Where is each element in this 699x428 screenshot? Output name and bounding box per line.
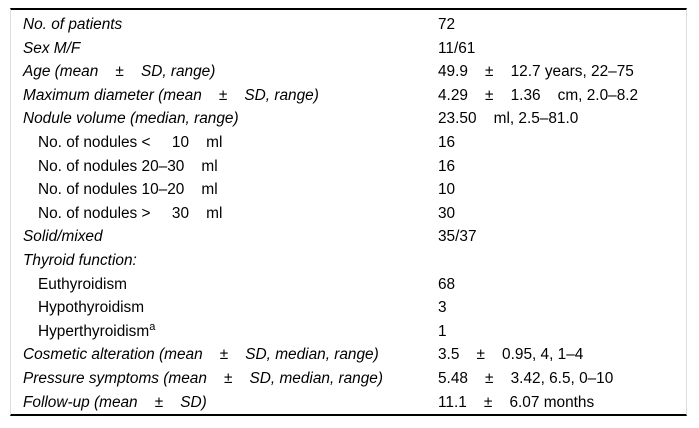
table-row: Solid/mixed 35/37 <box>11 225 686 249</box>
table-row: No. of nodules < 10 ml 16 <box>11 131 686 155</box>
row-label: No. of patients <box>23 16 123 33</box>
table-row: Hypothyroidism 3 <box>11 296 686 320</box>
row-value: 3.5 ± 0.95, 4, 1–4 <box>438 346 584 364</box>
row-label: Nodule volume (median, range) <box>23 110 239 128</box>
row-value: 49.9 ± 12.7 years, 22–75 <box>438 63 634 81</box>
table-row: Euthyroidism 68 <box>11 273 686 297</box>
row-value: 4.29 ± 1.36 cm, 2.0–8.2 <box>438 86 639 104</box>
row-value: 5.48 ± 3.42, 6.5, 0–10 <box>438 369 614 387</box>
footnote-marker: a <box>149 320 156 333</box>
row-label: Hypothyroidism <box>38 299 145 317</box>
row-label: No. of nodules > 30 ml <box>38 204 223 222</box>
row-value: 30 <box>438 204 456 222</box>
row-label: No. of nodules < 10 ml <box>38 133 223 151</box>
table-row: No. of nodules > 30 ml 30 <box>11 202 686 226</box>
table-row: Pressure symptoms (mean ± SD, median, ra… <box>11 367 686 391</box>
row-value: 72 <box>438 16 456 33</box>
row-label: Age (mean ± SD, range) <box>23 63 216 81</box>
row-value: 10 <box>438 181 456 199</box>
row-value: 11/61 <box>438 39 476 57</box>
row-value: 35/37 <box>438 228 477 246</box>
patient-characteristics-table: No. of patients 72 Sex M/F 11/61 Age (mean ±… <box>10 8 687 416</box>
table-row: Maximum diameter (mean ± SD, range) 4.29 … <box>11 84 686 108</box>
row-value: 1 <box>438 322 447 340</box>
table-row: Sex M/F 11/61 <box>11 37 686 61</box>
row-label: No. of nodules 10–20 ml <box>38 181 218 199</box>
row-label: Pressure symptoms (mean ± SD, median, ra… <box>23 369 383 387</box>
patient-table-rows: No. of patients 72 Sex M/F 11/61 Age (mean ±… <box>11 13 686 414</box>
row-label: Thyroid function: <box>23 251 137 269</box>
row-label: Cosmetic alteration (mean ± SD, median, … <box>23 346 379 364</box>
table-row: Nodule volume (median, range) 23.50 ml, 2… <box>11 107 686 131</box>
row-label: Sex M/F <box>23 39 81 57</box>
row-label: Hyperthyroidisma <box>38 320 156 340</box>
table-row: Age (mean ± SD, range) 49.9 ± 12.7 years,… <box>11 60 686 84</box>
table-row: Cosmetic alteration (mean ± SD, median, … <box>11 343 686 367</box>
table-row: Thyroid function: <box>11 249 686 273</box>
row-value: 3 <box>438 299 447 317</box>
row-label: No. of nodules 20–30 ml <box>38 157 218 175</box>
table-row: Follow-up (mean ± SD) 11.1 ± 6.07 months <box>11 391 686 415</box>
table-row: Hyperthyroidisma 1 <box>11 320 686 344</box>
row-value: 23.50 ml, 2.5–81.0 <box>438 110 579 128</box>
table-row: No. of nodules 20–30 ml 16 <box>11 155 686 179</box>
row-value: 16 <box>438 157 456 175</box>
row-label: Maximum diameter (mean ± SD, range) <box>23 86 319 104</box>
row-label: Follow-up (mean ± SD) <box>23 393 207 411</box>
row-label: Euthyroidism <box>38 275 127 293</box>
table-row: No. of patients 72 <box>11 13 686 37</box>
row-value: 68 <box>438 275 456 293</box>
row-label: Solid/mixed <box>23 228 103 246</box>
table-row: No. of nodules 10–20 ml 10 <box>11 178 686 202</box>
row-value: 11.1 ± 6.07 months <box>438 393 595 411</box>
row-value: 16 <box>438 133 456 151</box>
